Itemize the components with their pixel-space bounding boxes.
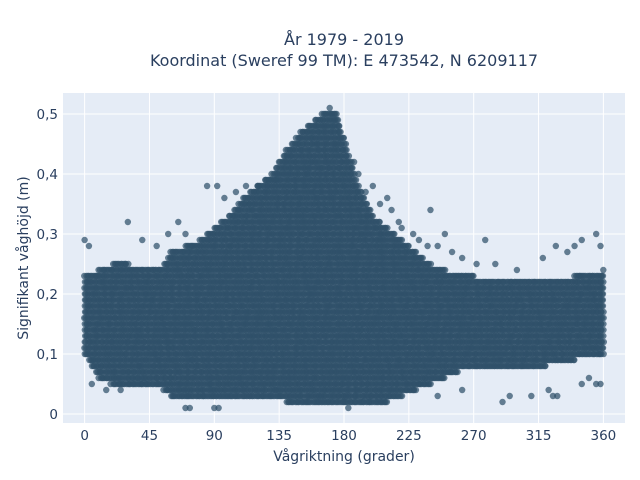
data-points bbox=[81, 104, 608, 412]
data-point bbox=[125, 260, 132, 268]
